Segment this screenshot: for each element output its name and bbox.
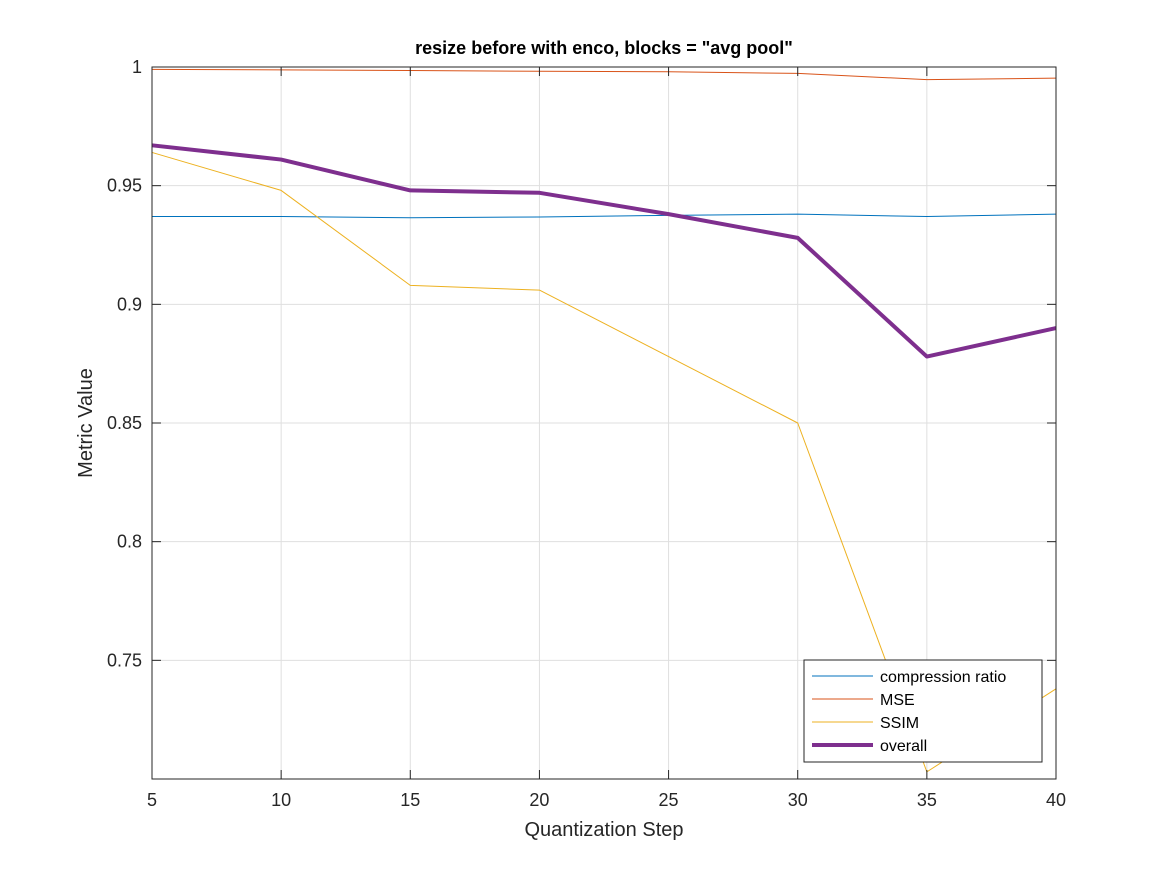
tick-labels: 5 10 15 20 25 30 35 40 0.75 0.8 0.85 0.9 0.95 1 [107,57,1066,810]
y-tick-label: 0.85 [107,413,142,433]
x-axis-label: Quantization Step [525,819,684,841]
legend: compression ratio MSE SSIM overall [803,659,1043,763]
legend-label: MSE [880,692,915,709]
y-tick-label: 1 [132,57,142,77]
y-tick-label: 0.8 [117,532,142,552]
y-tick-label: 0.75 [107,650,142,670]
x-tick-label: 25 [659,790,679,810]
x-tick-label: 40 [1046,790,1066,810]
x-tick-label: 30 [788,790,808,810]
series-line-compression-ratio [152,213,1057,219]
legend-label: SSIM [880,715,919,732]
y-tick-label: 0.95 [107,176,142,196]
x-tick-label: 10 [271,790,291,810]
x-tick-label: 5 [147,790,157,810]
series-line-overall [151,143,1057,359]
axis-ticks [151,66,1057,779]
y-tick-label: 0.9 [117,294,142,314]
x-tick-label: 35 [917,790,937,810]
legend-label: overall [880,738,927,755]
y-axis-label: Metric Value [75,368,97,478]
series-line-mse [151,68,1057,81]
legend-label: compression ratio [880,669,1006,686]
x-tick-label: 20 [529,790,549,810]
x-tick-label: 15 [400,790,420,810]
chart-title: resize before with enco, blocks = "avg p… [415,38,793,58]
